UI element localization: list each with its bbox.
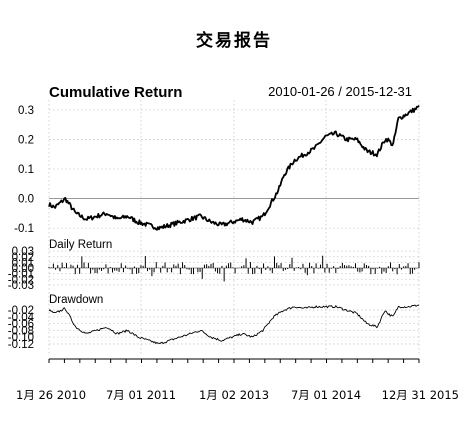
y-tick-label: -0.03 [8, 280, 34, 292]
x-tick-label: 1月 26 2010 [16, 388, 86, 402]
x-tick-label: 1月 02 2013 [199, 388, 269, 402]
x-tick-label: 12月 31 2015 [382, 388, 459, 402]
y-tick-label: -0.1 [14, 223, 34, 235]
y-tick-label: -0.02 [8, 305, 34, 317]
y-tick-label: 0.01 [12, 257, 34, 269]
axes-layer: 0.30.20.10.0-0.10.030.020.010.00-0.01-0.… [8, 105, 459, 402]
series-layer [48, 105, 420, 345]
y-tick-label: 0.00 [12, 263, 34, 275]
y-tick-label: -0.01 [8, 269, 34, 281]
x-tick-label: 7月 01 2011 [106, 388, 176, 402]
y-tick-label: -0.04 [8, 312, 35, 324]
y-tick-label: -0.02 [8, 274, 34, 286]
date-range-label: 2010-01-26 / 2015-12-31 [268, 84, 412, 99]
y-tick-label: 0.02 [12, 252, 34, 264]
y-tick-label: -0.12 [8, 339, 34, 351]
y-tick-label: 0.03 [12, 246, 34, 258]
y-tick-label: 0.3 [18, 105, 34, 117]
y-tick-label: 0.2 [18, 134, 34, 146]
panel-title-cumulative-return: Cumulative Return [49, 84, 182, 101]
y-tick-label: -0.08 [8, 325, 34, 337]
grid-layer [48, 100, 420, 354]
y-tick-label: 0.0 [18, 194, 34, 206]
cumulative-return-line [48, 105, 420, 231]
drawdown-line [48, 304, 420, 345]
x-tick-label: 7月 01 2014 [291, 388, 361, 402]
panel-title-drawdown: Drawdown [49, 294, 103, 306]
y-tick-label: -0.06 [8, 319, 34, 331]
panel-title-daily-return: Daily Return [49, 239, 112, 251]
y-tick-label: 0.1 [18, 164, 34, 176]
chart-title: 交易报告 [196, 30, 272, 51]
y-tick-label: -0.10 [8, 332, 34, 344]
